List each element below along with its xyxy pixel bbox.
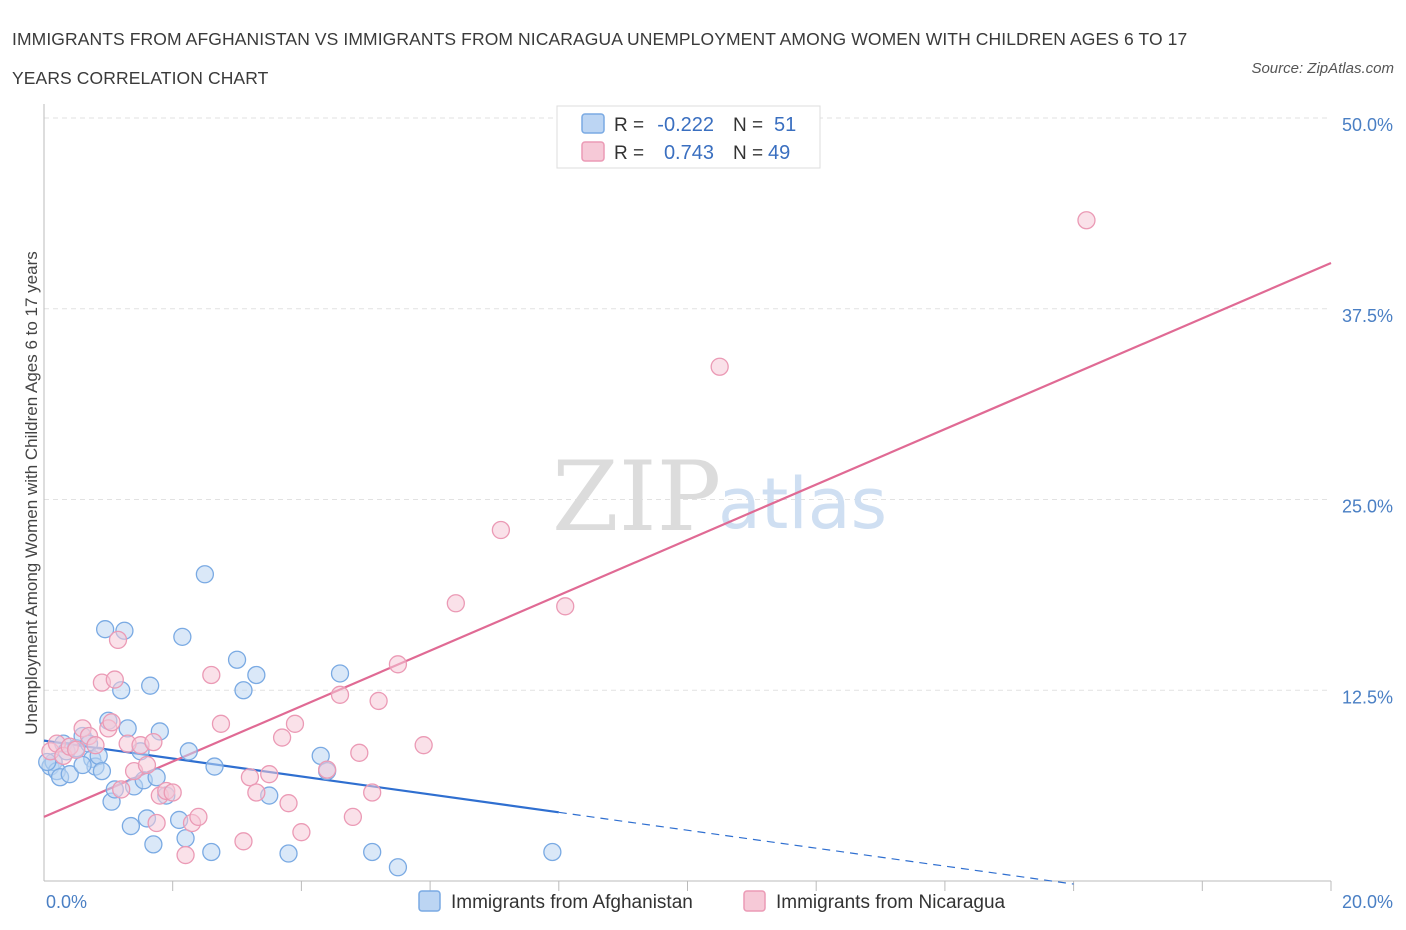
point-0-6 xyxy=(60,765,79,784)
chart-title: IMMIGRANTS FROM AFGHANISTAN VS IMMIGRANT… xyxy=(12,29,1188,88)
grid-lines xyxy=(44,117,1331,691)
point-1-39 xyxy=(350,743,369,762)
legend-r-value-2: 0.743 xyxy=(664,142,714,164)
watermark: ZIP atlas xyxy=(552,441,887,553)
data-points xyxy=(38,211,1096,877)
point-1-42 xyxy=(388,655,408,674)
point-0-35 xyxy=(195,565,215,584)
x-tick-label-1: 20.0% xyxy=(1342,892,1393,912)
point-1-25 xyxy=(189,807,208,827)
point-0-14 xyxy=(95,620,115,639)
legend-r-label-2: R = xyxy=(614,143,644,164)
trend-line-1 xyxy=(43,261,1332,818)
point-1-23 xyxy=(176,845,195,865)
series-swatch-afghanistan xyxy=(418,890,441,912)
series-legend: Immigrants from Afghanistan Immigrants f… xyxy=(418,890,1006,913)
legend-swatch-nicaragua xyxy=(581,141,605,162)
watermark-zip: ZIP xyxy=(552,441,721,553)
point-0-26 xyxy=(141,676,160,695)
point-0-36 xyxy=(202,842,221,862)
point-0-37 xyxy=(205,757,224,776)
point-0-47 xyxy=(388,858,408,877)
trend-line-extension-0 xyxy=(558,811,1074,885)
point-0-46 xyxy=(363,842,382,862)
point-0-45 xyxy=(330,664,350,683)
point-1-33 xyxy=(279,794,298,813)
y-tick-label-1: 25.0% xyxy=(1342,497,1393,517)
y-tick-label-2: 37.5% xyxy=(1342,306,1393,326)
point-1-44 xyxy=(446,594,465,613)
point-0-48 xyxy=(543,842,562,862)
legend-n-value-2: 49 xyxy=(768,142,790,164)
trend-line-0 xyxy=(43,739,559,814)
point-1-34 xyxy=(285,714,305,733)
point-0-20 xyxy=(118,719,137,738)
legend-swatch-afghanistan xyxy=(581,113,605,134)
point-0-28 xyxy=(147,768,166,787)
watermark-atlas: atlas xyxy=(718,463,887,545)
chart-source: Source: ZipAtlas.com xyxy=(1251,60,1394,77)
legend-r-label-1: R = xyxy=(614,115,644,136)
point-1-13 xyxy=(112,780,131,799)
point-1-18 xyxy=(144,732,163,752)
point-1-7 xyxy=(86,736,105,755)
point-0-27 xyxy=(144,835,163,854)
point-1-32 xyxy=(272,728,292,747)
series-swatch-nicaragua xyxy=(743,890,766,912)
legend-n-label-1: N = xyxy=(733,115,763,136)
point-0-21 xyxy=(121,816,141,836)
point-1-41 xyxy=(369,691,388,711)
series-points-1 xyxy=(41,211,1096,865)
legend-n-value-1: 51 xyxy=(774,114,796,136)
trend-lines xyxy=(43,261,1332,885)
point-1-10 xyxy=(102,713,121,732)
point-0-13 xyxy=(92,761,112,781)
point-1-46 xyxy=(556,597,575,616)
point-1-37 xyxy=(330,685,350,704)
point-1-30 xyxy=(247,783,266,802)
point-1-26 xyxy=(202,665,221,685)
point-1-45 xyxy=(491,520,511,540)
point-0-40 xyxy=(247,665,266,685)
point-0-42 xyxy=(279,844,298,863)
point-1-17 xyxy=(137,755,157,775)
point-1-29 xyxy=(240,768,260,787)
point-1-40 xyxy=(363,783,382,802)
point-0-38 xyxy=(227,650,247,669)
legend-r-value-1: -0.222 xyxy=(657,114,714,136)
point-1-12 xyxy=(108,630,128,650)
point-0-34 xyxy=(179,742,198,761)
point-1-38 xyxy=(343,807,363,827)
point-1-43 xyxy=(414,736,433,755)
point-0-39 xyxy=(234,681,253,700)
point-1-19 xyxy=(147,813,166,833)
point-1-4 xyxy=(67,740,86,759)
series-label-nicaragua: Immigrants from Nicaragua xyxy=(776,892,1006,913)
y-axis-label: Unemployment Among Women with Children A… xyxy=(22,251,41,735)
point-1-11 xyxy=(105,670,124,689)
point-1-36 xyxy=(317,760,337,779)
legend-n-label-2: N = xyxy=(733,143,763,164)
y-tick-label-3: 50.0% xyxy=(1342,115,1393,135)
point-1-48 xyxy=(1077,211,1096,230)
point-0-50 xyxy=(73,755,92,775)
x-tick-label-0: 0.0% xyxy=(46,892,87,912)
point-1-35 xyxy=(292,823,311,842)
point-1-47 xyxy=(710,357,729,376)
y-tick-label-0: 12.5% xyxy=(1342,687,1393,707)
y-tick-labels: 12.5% 25.0% 37.5% 50.0% xyxy=(1342,115,1393,707)
point-1-22 xyxy=(163,783,182,802)
point-0-32 xyxy=(173,627,192,646)
x-tick-labels: 0.0% 20.0% xyxy=(46,892,1393,912)
point-1-28 xyxy=(234,832,253,851)
legend: R = -0.222 N = 51 R = 0.743 N = 49 xyxy=(556,105,821,169)
series-label-afghanistan: Immigrants from Afghanistan xyxy=(451,892,693,913)
point-1-31 xyxy=(260,765,279,784)
point-1-27 xyxy=(211,714,231,733)
point-0-33 xyxy=(176,829,195,848)
